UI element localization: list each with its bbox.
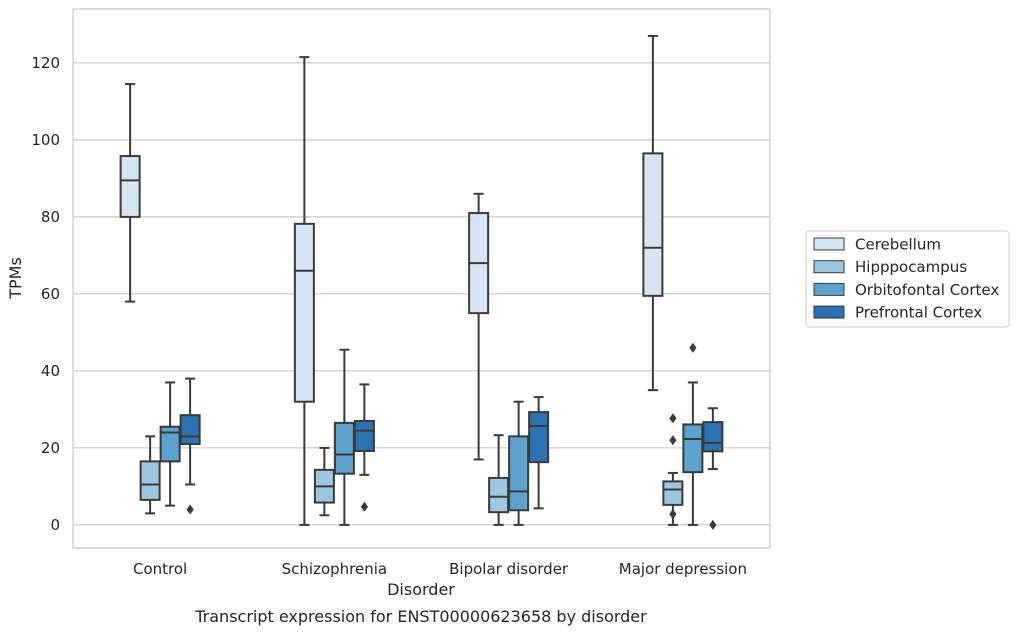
legend-label: Orbitofontal Cortex	[855, 281, 999, 299]
legend: Cerebellum Hipppocampus Orbitofontal Corte…	[805, 230, 1010, 328]
y-tick-label: 100	[31, 131, 60, 149]
plot-area-frame	[72, 8, 771, 549]
box-prefrontal-cortex	[353, 383, 375, 512]
legend-swatch	[813, 282, 845, 296]
y-tick-label: 40	[41, 362, 60, 380]
box-orbitofontal-cortex	[508, 400, 530, 526]
x-tick-label: Control	[133, 560, 187, 578]
box-iqr	[662, 480, 684, 506]
box-iqr	[682, 423, 704, 474]
box-iqr	[488, 476, 510, 514]
y-tick-label: 120	[31, 54, 60, 72]
y-tick-label: 20	[41, 439, 60, 457]
y-tick-label: 0	[50, 516, 60, 534]
legend-swatch	[813, 305, 845, 319]
box-iqr	[528, 411, 550, 464]
x-tick-label: Schizophrenia	[282, 560, 387, 578]
legend-frame	[805, 230, 1010, 328]
outlier-point	[669, 413, 677, 424]
outlier-point	[709, 519, 717, 530]
box-cerebellum	[642, 34, 664, 392]
box-iqr	[642, 152, 664, 297]
box-orbitofontal-cortex	[682, 342, 704, 526]
box-prefrontal-cortex	[702, 407, 724, 530]
box-hipppocampus	[313, 446, 335, 517]
x-tick-label: Bipolar disorder	[449, 560, 569, 578]
box-prefrontal-cortex	[179, 377, 201, 515]
legend-label: Hipppocampus	[855, 258, 967, 276]
box-iqr	[293, 222, 315, 403]
box-orbitofontal-cortex	[333, 348, 355, 526]
y-tick-label: 60	[41, 285, 60, 303]
x-tick-label: Major depression	[619, 560, 747, 578]
outlier-point	[186, 504, 194, 515]
x-axis-ticks: Control Schizophrenia Bipolar disorder Majo…	[133, 560, 747, 578]
legend-swatch	[813, 260, 845, 274]
legend-label: Prefrontal Cortex	[855, 304, 982, 322]
box-orbitofontal-cortex	[159, 381, 181, 507]
box-cerebellum	[119, 83, 141, 303]
chart-caption: Transcript expression for ENST0000062365…	[194, 607, 647, 626]
box-iqr	[119, 155, 141, 218]
outlier-point	[669, 435, 677, 446]
box-prefrontal-cortex	[528, 396, 550, 510]
x-axis-label: Disorder	[387, 580, 455, 599]
box-cerebellum	[468, 192, 490, 461]
legend-swatch	[813, 237, 845, 251]
box-hipppocampus	[139, 435, 161, 515]
outlier-point	[669, 509, 677, 520]
y-tick-label: 80	[41, 208, 60, 226]
outlier-point	[360, 501, 368, 512]
box-iqr	[139, 460, 161, 501]
y-axis-ticks: 0 20 40 60 80 100 120	[31, 54, 60, 534]
outlier-point	[689, 342, 697, 353]
box-iqr	[353, 419, 375, 452]
box-iqr	[179, 414, 201, 446]
box-iqr	[508, 435, 530, 512]
box-cerebellum	[293, 56, 315, 526]
y-axis-label: TPMs	[6, 257, 25, 300]
box-plot-series	[119, 34, 724, 530]
box-iqr	[702, 421, 724, 453]
box-hipppocampus	[662, 413, 684, 526]
box-iqr	[333, 421, 355, 475]
legend-label: Cerebellum	[855, 236, 941, 254]
